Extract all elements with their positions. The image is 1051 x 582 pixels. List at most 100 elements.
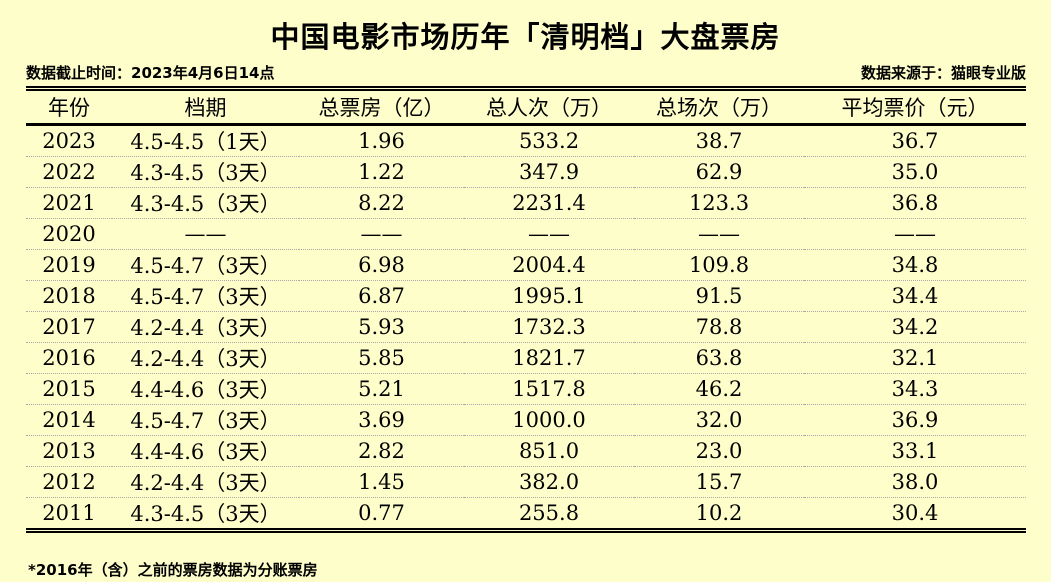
cell-box-office: 8.22 (299, 187, 464, 219)
cell-year: 2020 (26, 218, 112, 250)
cell-box-office: 2.82 (299, 435, 464, 467)
header-period: 档期 (112, 88, 299, 126)
table-row: 2015 4.4-4.6（3天） 5.21 1517.8 46.2 34.3 (26, 373, 1026, 405)
table-row: 2023 4.5-4.5（1天） 1.96 533.2 38.7 36.7 (26, 124, 1026, 157)
header-year: 年份 (26, 88, 112, 126)
cell-box-office: 5.93 (299, 311, 464, 343)
cell-box-office: 1.45 (299, 466, 464, 498)
cell-box-office: 3.69 (299, 404, 464, 436)
cell-avg-price: 34.3 (804, 373, 1026, 405)
cell-year: 2013 (26, 435, 112, 467)
cell-box-office: —— (299, 218, 464, 250)
data-source-label: 数据来源于：猫眼专业版 (860, 64, 1026, 82)
cell-period: 4.2-4.4（3天） (112, 466, 299, 498)
table-row: 2013 4.4-4.6（3天） 2.82 851.0 23.0 33.1 (26, 435, 1026, 467)
cell-avg-price: 30.4 (891, 501, 939, 525)
page-title: 中国电影市场历年「清明档」大盘票房 (270, 20, 781, 54)
cell-admissions: 255.8 (518, 501, 580, 525)
cell-year: 2014 (26, 404, 112, 436)
cell-admissions: 1995.1 (464, 280, 634, 312)
cell-screenings: 15.7 (634, 466, 804, 498)
cell-screenings: —— (634, 218, 804, 250)
cell-avg-price: 36.7 (804, 124, 1026, 157)
cell-period: 4.2-4.4（3天） (112, 342, 299, 374)
cell-box-office: 5.85 (299, 342, 464, 374)
cell-admissions: 2231.4 (464, 187, 634, 219)
footnote: *2016年（含）之前的票房数据为分账票房 (28, 561, 318, 579)
cell-box-office: 6.98 (299, 249, 464, 281)
cell-period: 4.4-4.6（3天） (112, 373, 299, 405)
cell-year: 2022 (26, 156, 112, 188)
cell-year: 2019 (26, 249, 112, 281)
cell-admissions: 382.0 (464, 466, 634, 498)
cell-period: —— (112, 218, 299, 250)
cell-screenings: 38.7 (634, 124, 804, 157)
cell-screenings: 62.9 (634, 156, 804, 188)
cell-avg-price: 33.1 (804, 435, 1026, 467)
cell-screenings: 23.0 (634, 435, 804, 467)
data-cutoff-label: 数据截止时间：2023年4月6日14点 (26, 64, 275, 82)
cell-admissions: 1000.0 (464, 404, 634, 436)
cell-screenings: 109.8 (634, 249, 804, 281)
table-row: 2017 4.2-4.4（3天） 5.93 1732.3 78.8 34.2 (26, 311, 1026, 343)
table-row: 2011 4.3-4.5（3天） 0.77 255.8 10.2 30.4 (26, 498, 1026, 531)
cell-box-office: 6.87 (299, 280, 464, 312)
box-office-table: 年份 档期 总票房（亿） 总人次（万） 总场次（万） 平均票价（元） 2023 … (26, 86, 1026, 533)
table-row: 2012 4.2-4.4（3天） 1.45 382.0 15.7 38.0 (26, 466, 1026, 498)
cell-period: 4.5-4.7（3天） (112, 249, 299, 281)
cell-screenings: 46.2 (634, 373, 804, 405)
cell-screenings: 123.3 (634, 187, 804, 219)
cell-avg-price: —— (804, 218, 1026, 250)
cell-avg-price: 36.9 (804, 404, 1026, 436)
cell-year: 2016 (26, 342, 112, 374)
header-admissions: 总人次（万） (464, 88, 634, 126)
table-row: 2020 —— —— —— —— —— (26, 218, 1026, 250)
cell-period: 4.3-4.5（3天） (112, 156, 299, 188)
table-row: 2021 4.3-4.5（3天） 8.22 2231.4 123.3 36.8 (26, 187, 1026, 219)
cell-admissions: 533.2 (464, 124, 634, 157)
cell-year: 2011 (42, 501, 96, 525)
header-box-office: 总票房（亿） (299, 88, 464, 126)
table-row: 2019 4.5-4.7（3天） 6.98 2004.4 109.8 34.8 (26, 249, 1026, 281)
cell-period: 4.5-4.7（3天） (112, 280, 299, 312)
meta-row: 数据截止时间：2023年4月6日14点 数据来源于：猫眼专业版 (26, 62, 1026, 83)
cell-admissions: 851.0 (464, 435, 634, 467)
cell-period: 4.3-4.5（3天） (130, 502, 281, 526)
table-row: 2022 4.3-4.5（3天） 1.22 347.9 62.9 35.0 (26, 156, 1026, 188)
table-body: 2023 4.5-4.5（1天） 1.96 533.2 38.7 36.7 20… (26, 124, 1026, 531)
cell-admissions: 1517.8 (464, 373, 634, 405)
cell-period: 4.2-4.4（3天） (112, 311, 299, 343)
cell-screenings: 63.8 (634, 342, 804, 374)
cell-box-office: 0.77 (358, 501, 405, 525)
cell-screenings: 10.2 (695, 501, 743, 525)
cell-screenings: 91.5 (634, 280, 804, 312)
cell-year: 2012 (26, 466, 112, 498)
cell-period: 4.4-4.6（3天） (112, 435, 299, 467)
cell-screenings: 78.8 (634, 311, 804, 343)
cell-avg-price: 34.4 (804, 280, 1026, 312)
cell-year: 2018 (26, 280, 112, 312)
cell-avg-price: 32.1 (804, 342, 1026, 374)
header-screenings: 总场次（万） (634, 88, 804, 126)
cell-period: 4.5-4.5（1天） (112, 124, 299, 157)
table-row: 2016 4.2-4.4（3天） 5.85 1821.7 63.8 32.1 (26, 342, 1026, 374)
cell-year: 2021 (26, 187, 112, 219)
cell-admissions: 1732.3 (464, 311, 634, 343)
cell-period: 4.3-4.5（3天） (112, 187, 299, 219)
cell-admissions: 347.9 (464, 156, 634, 188)
cell-box-office: 1.22 (299, 156, 464, 188)
table-row: 2018 4.5-4.7（3天） 6.87 1995.1 91.5 34.4 (26, 280, 1026, 312)
cell-year: 2023 (26, 124, 112, 157)
cell-avg-price: 34.2 (804, 311, 1026, 343)
cell-box-office: 1.96 (299, 124, 464, 157)
cell-avg-price: 38.0 (804, 466, 1026, 498)
cell-year: 2015 (26, 373, 112, 405)
cell-year: 2017 (26, 311, 112, 343)
table-row: 2014 4.5-4.7（3天） 3.69 1000.0 32.0 36.9 (26, 404, 1026, 436)
table-header: 年份 档期 总票房（亿） 总人次（万） 总场次（万） 平均票价（元） (26, 88, 1026, 126)
cell-avg-price: 36.8 (804, 187, 1026, 219)
header-avg-price: 平均票价（元） (804, 88, 1026, 126)
cell-admissions: 1821.7 (464, 342, 634, 374)
header-row: 年份 档期 总票房（亿） 总人次（万） 总场次（万） 平均票价（元） (26, 88, 1026, 126)
